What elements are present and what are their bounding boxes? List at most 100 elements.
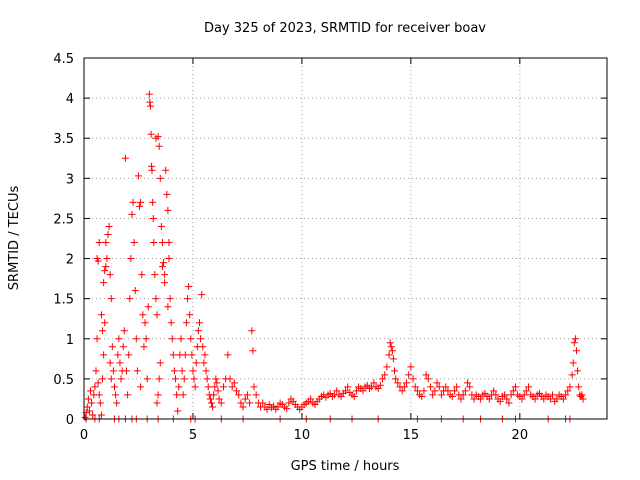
data-point [239,403,247,411]
data-point [490,387,498,395]
data-point [572,347,580,355]
data-point [379,375,387,383]
data-point [104,230,112,238]
data-point [119,343,127,351]
data-point [250,383,258,391]
data-point [505,399,513,407]
data-point [376,381,384,389]
data-point [165,239,173,247]
y-tick-label: 3 [66,172,74,187]
data-point [575,383,583,391]
data-point [179,391,187,399]
data-point [107,295,115,303]
data-point [570,339,578,347]
data-point [405,371,413,379]
data-point [248,327,256,335]
data-point [197,335,205,343]
data-point [520,391,528,399]
data-point [172,375,180,383]
data-point [215,395,223,403]
data-point [105,222,113,230]
data-point [559,395,567,403]
data-point [153,311,161,319]
x-tick-label: 0 [80,428,88,443]
data-point [137,383,145,391]
data-point [97,411,105,419]
data-point [187,335,195,343]
data-point [485,395,493,403]
data-point [189,367,197,375]
data-point [407,363,415,371]
data-point [88,399,96,407]
data-point [111,383,119,391]
data-point [134,172,142,180]
data-point [185,283,193,291]
data-point [359,387,367,395]
data-point [149,198,157,206]
data-point [333,387,341,395]
data-point [394,379,402,387]
data-point [424,375,432,383]
data-point [457,395,465,403]
data-point [429,391,437,399]
data-point [84,395,92,403]
data-point [464,379,472,387]
data-point [571,335,579,343]
data-point [95,239,103,247]
data-point [91,383,99,391]
data-point [370,379,378,387]
data-point [184,295,192,303]
data-point [420,387,428,395]
y-tick-label: 0 [66,413,74,428]
data-point [209,403,217,411]
data-point [164,303,172,311]
data-point [448,393,456,401]
data-point [164,206,172,214]
data-point [388,347,396,355]
data-point [158,263,166,271]
data-point [136,202,144,210]
data-point [127,255,135,263]
axis-ticks [83,57,607,420]
data-point [212,375,220,383]
data-point [101,267,109,275]
data-point [241,395,249,403]
data-point [263,405,271,413]
data-point [207,399,215,407]
data-point [450,387,458,395]
data-point [283,405,291,413]
data-point [213,379,221,387]
data-point [453,383,461,391]
chart-title: Day 325 of 2023, SRMTID for receiver boa… [204,21,486,36]
data-point [81,413,89,421]
data-point [93,335,101,343]
data-point [274,403,282,411]
grid [84,58,607,419]
data-point [101,319,109,327]
data-point [246,399,254,407]
data-point [89,411,97,419]
data-point [249,347,257,355]
data-point [152,134,160,142]
data-point [156,359,164,367]
data-point [150,239,158,247]
data-point [96,399,104,407]
data-point [156,174,164,182]
y-tick-label: 2.5 [53,212,74,227]
data-point [146,102,154,110]
data-point [562,391,570,399]
data-point [122,367,130,375]
data-point [385,351,393,359]
data-point [352,387,360,395]
data-point [507,391,515,399]
y-axis-title: SRMTID / TECUs [7,186,22,291]
data-point [166,295,174,303]
plot-frame [83,57,608,420]
data-point [202,367,210,375]
data-point [99,327,107,335]
data-point [194,327,202,335]
data-point [381,371,389,379]
data-point [141,319,149,327]
data-point [518,395,526,403]
data-point [126,295,134,303]
